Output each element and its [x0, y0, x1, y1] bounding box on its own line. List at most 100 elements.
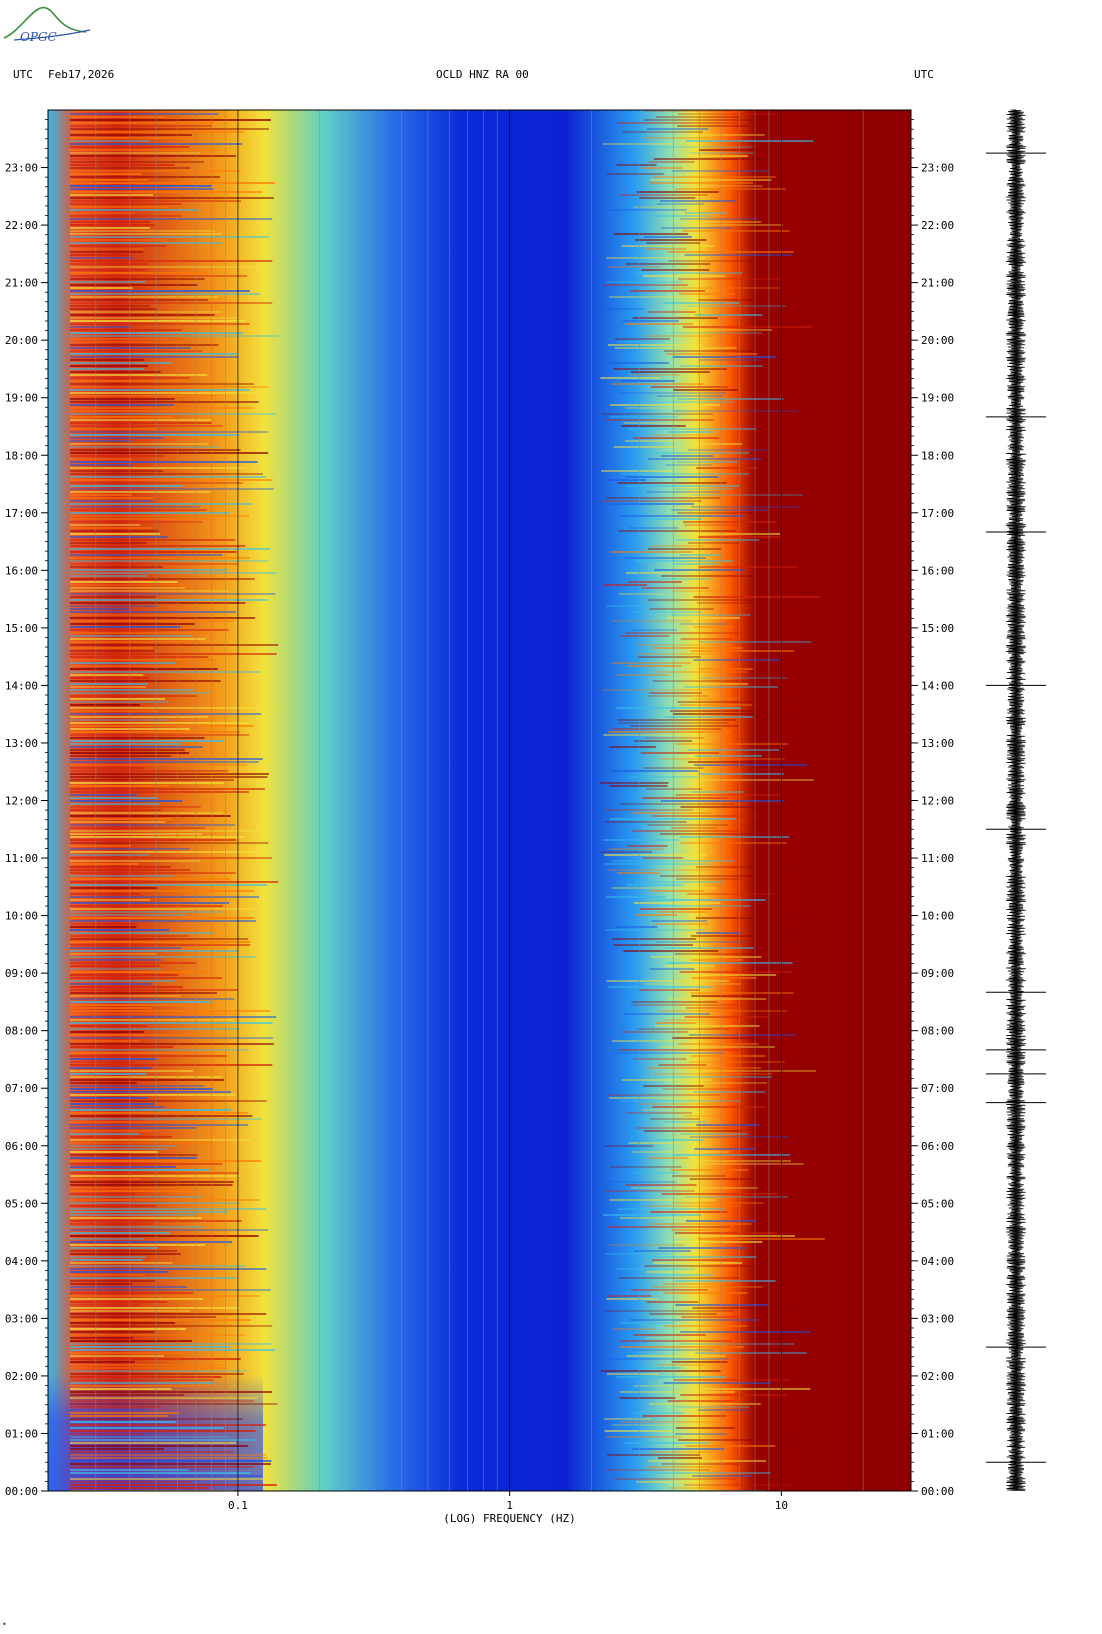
- spectral-stripe: [659, 758, 785, 760]
- spectral-stripe: [651, 1451, 731, 1453]
- time-tick-label-right: 14:00: [921, 679, 954, 692]
- spectral-stripe: [684, 524, 750, 526]
- spectral-stripe: [70, 533, 161, 535]
- spectral-stripe: [70, 1415, 168, 1417]
- spectral-stripe: [652, 647, 743, 649]
- spectral-stripe: [70, 1283, 132, 1285]
- spectral-stripe: [70, 1343, 271, 1345]
- spectral-stripe: [70, 284, 198, 286]
- spectral-stripe: [70, 371, 161, 373]
- spectral-stripe: [70, 212, 135, 214]
- spectral-stripe: [70, 410, 192, 412]
- spectral-stripe: [70, 1016, 277, 1018]
- spectral-stripe: [70, 164, 175, 166]
- spectral-stripe: [630, 290, 705, 292]
- spectral-stripe: [70, 602, 246, 604]
- spectral-stripe: [70, 1346, 231, 1348]
- time-tick-label-right: 11:00: [921, 852, 954, 865]
- spectral-stripe: [663, 1019, 707, 1021]
- spectral-stripe: [691, 935, 815, 937]
- spectral-stripe: [650, 890, 704, 892]
- spectral-stripe: [645, 1205, 742, 1207]
- spectral-stripe: [601, 470, 672, 472]
- spectral-stripe: [70, 302, 273, 304]
- spectral-stripe: [70, 254, 131, 256]
- spectral-stripe: [70, 446, 221, 448]
- spectral-stripe: [70, 890, 254, 892]
- spectral-stripe: [679, 971, 792, 973]
- spectral-stripe: [612, 1328, 655, 1330]
- spectral-stripe: [694, 314, 763, 316]
- spectral-stripe: [70, 305, 151, 307]
- spectral-stripe: [70, 911, 222, 913]
- spectral-stripe: [70, 416, 174, 418]
- seismogram-trace: [986, 109, 1046, 1492]
- spectral-stripe: [653, 923, 709, 925]
- spectral-stripe: [649, 215, 710, 217]
- spectral-stripe: [70, 1391, 272, 1393]
- spectral-stripe: [667, 1082, 767, 1084]
- spectral-stripe: [70, 317, 236, 319]
- spectral-stripe: [693, 659, 780, 661]
- spectral-stripe: [70, 743, 182, 745]
- spectral-stripe: [606, 497, 721, 499]
- spectral-stripe: [621, 1031, 688, 1033]
- spectral-stripe: [70, 1382, 215, 1384]
- spectral-stripe: [70, 662, 176, 664]
- spectral-stripe: [70, 815, 231, 817]
- spectral-stripe: [70, 1463, 271, 1465]
- spectral-stripe: [649, 608, 714, 610]
- spectral-stripe: [70, 281, 146, 283]
- spectral-stripe: [70, 335, 279, 337]
- spectral-stripe: [70, 1109, 232, 1111]
- spectral-stripe: [642, 1415, 727, 1417]
- spectral-stripe: [70, 401, 259, 403]
- spectral-stripe: [70, 944, 251, 946]
- spectral-stripe: [680, 623, 729, 625]
- spectral-stripe: [644, 335, 719, 337]
- spectral-stripe: [623, 422, 686, 424]
- spectral-stripe: [70, 617, 256, 619]
- spectral-stripe: [653, 158, 769, 160]
- time-tick-label-left: 10:00: [5, 910, 38, 923]
- spectral-stripe: [70, 344, 219, 346]
- spectral-stripe: [70, 1274, 146, 1276]
- spectral-stripe: [70, 248, 144, 250]
- spectral-stripe: [609, 1244, 685, 1246]
- spectral-stripe: [70, 227, 150, 229]
- time-tick-label-left: 08:00: [5, 1025, 38, 1038]
- spectral-stripe: [647, 695, 708, 697]
- spectral-stripe: [70, 674, 144, 676]
- spectral-stripe: [692, 683, 749, 685]
- spectral-stripe: [70, 1187, 192, 1189]
- spectral-stripe: [70, 425, 223, 427]
- spectral-stripe: [687, 749, 779, 751]
- spectral-stripe: [70, 548, 270, 550]
- seismogram-line: [1005, 109, 1027, 1492]
- spectral-stripe: [70, 1157, 197, 1159]
- spectral-stripe: [70, 314, 215, 316]
- spectral-stripe: [70, 1184, 233, 1186]
- spectral-stripe: [70, 968, 161, 970]
- spectral-stripe: [70, 1031, 145, 1033]
- spectral-stripe: [614, 338, 670, 340]
- spectral-stripe: [618, 1049, 744, 1051]
- spectral-stripe: [70, 1001, 211, 1003]
- time-tick-label-right: 00:00: [921, 1485, 954, 1498]
- spectral-stripe: [660, 575, 780, 577]
- spectral-stripe: [70, 1115, 253, 1117]
- spectral-stripe: [70, 116, 166, 118]
- time-tick-label-right: 12:00: [921, 795, 954, 808]
- spectral-stripe: [70, 1232, 171, 1234]
- time-tick-label-right: 23:00: [921, 162, 954, 175]
- spectral-stripe: [70, 359, 145, 361]
- spectral-stripe: [70, 1130, 159, 1132]
- spectral-stripe: [605, 821, 687, 823]
- spectral-stripe: [621, 245, 715, 247]
- spectral-stripe: [70, 914, 187, 916]
- spectral-stripe: [70, 293, 261, 295]
- spectral-stripe: [604, 1430, 673, 1432]
- spectral-stripe: [666, 962, 793, 964]
- spectral-stripe: [70, 236, 269, 238]
- spectral-stripe: [70, 320, 246, 322]
